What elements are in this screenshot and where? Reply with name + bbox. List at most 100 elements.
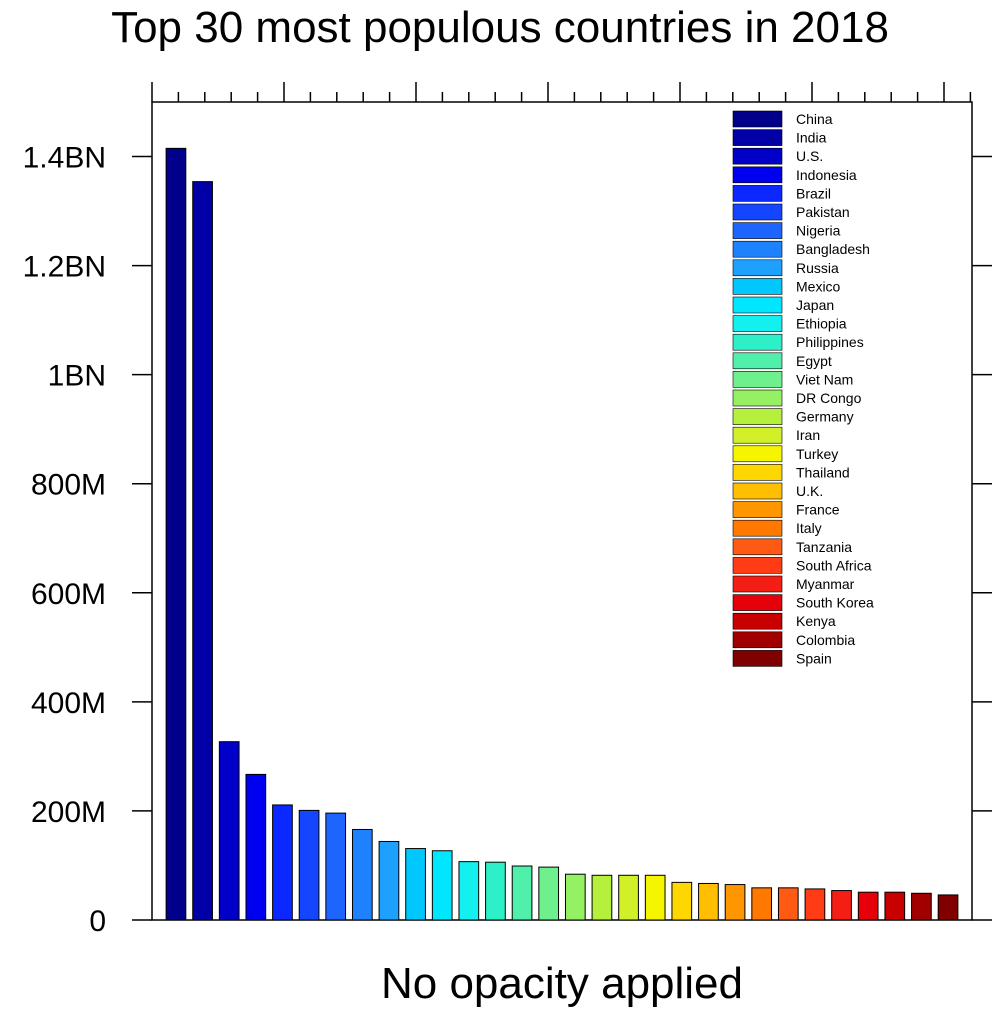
legend-swatch — [732, 519, 783, 537]
legend-label: South Korea — [796, 595, 874, 611]
legend-swatch — [732, 240, 783, 258]
legend-swatch — [732, 575, 783, 593]
legend-label: Myanmar — [796, 576, 855, 592]
legend-swatch — [732, 203, 783, 221]
legend-label: South Africa — [796, 557, 872, 573]
legend-swatch — [732, 315, 783, 332]
bar-south-korea — [857, 891, 879, 921]
bar-russia — [378, 840, 400, 921]
bar-philippines — [485, 861, 506, 921]
legend-label: Japan — [796, 297, 834, 313]
legend-label: Thailand — [796, 464, 850, 480]
bar-egypt — [511, 865, 533, 921]
bar-iran — [618, 874, 639, 921]
legend: China India U.S. Indonesia Brazil Pakistan Nig… — [732, 110, 874, 667]
legend-swatch — [732, 333, 783, 351]
legend-swatch — [732, 352, 783, 370]
legend-label: Nigeria — [796, 223, 841, 239]
legend-label: Ethiopia — [796, 316, 847, 332]
legend-label: Mexico — [796, 278, 841, 294]
legend-label: Colombia — [796, 632, 855, 648]
bar-turkey — [644, 874, 666, 921]
legend-swatch — [732, 631, 783, 649]
legend-swatch — [732, 650, 783, 667]
bar-india — [192, 181, 213, 921]
bar-kenya — [884, 891, 906, 921]
bar-bangladesh — [351, 828, 373, 921]
bar-ethiopia — [458, 861, 480, 921]
bar-france — [724, 884, 746, 921]
bar-u-k- — [698, 882, 719, 921]
legend-label: Kenya — [796, 613, 836, 629]
bar-pakistan — [298, 809, 320, 921]
legend-label: U.S. — [796, 148, 823, 164]
y-tick-label: 1BN — [48, 360, 106, 393]
bar-viet-nam — [538, 866, 560, 921]
legend-swatch — [732, 185, 783, 202]
legend-swatch — [732, 222, 783, 239]
legend-swatch — [732, 594, 783, 611]
legend-swatch — [732, 389, 783, 407]
legend-swatch — [732, 408, 783, 425]
legend-label: Indonesia — [796, 167, 857, 183]
y-tick-label: 400M — [31, 687, 106, 720]
legend-swatch — [732, 482, 783, 500]
bar-indonesia — [245, 773, 267, 921]
bar-japan — [431, 850, 453, 921]
legend-swatch — [732, 612, 783, 630]
legend-label: Pakistan — [796, 204, 850, 220]
chart-title: Top 30 most populous countries in 2018 — [111, 3, 889, 52]
bar-mexico — [405, 848, 426, 921]
bar-china — [165, 147, 187, 921]
legend-label: Germany — [796, 409, 854, 425]
bar-dr-congo — [564, 873, 586, 921]
legend-swatch — [732, 278, 783, 295]
bar-nigeria — [325, 812, 347, 921]
legend-label: Brazil — [796, 185, 831, 201]
legend-swatch — [732, 464, 783, 481]
legend-swatch — [732, 538, 783, 556]
legend-label: Viet Nam — [796, 371, 853, 387]
legend-swatch — [732, 166, 783, 184]
legend-label: Philippines — [796, 334, 864, 350]
legend-label: DR Congo — [796, 390, 862, 406]
bar-brazil — [272, 804, 293, 921]
bar-u-s- — [218, 741, 240, 921]
legend-label: Iran — [796, 427, 820, 443]
plot-frame — [151, 101, 973, 921]
legend-swatch — [732, 371, 783, 388]
bar-tanzania — [777, 887, 799, 921]
legend-label: France — [796, 502, 840, 518]
legend-label: Turkey — [796, 446, 838, 462]
bars — [165, 147, 959, 921]
legend-label: Spain — [796, 650, 832, 666]
legend-label: India — [796, 130, 827, 146]
legend-label: Italy — [796, 520, 822, 536]
bar-italy — [751, 887, 773, 921]
legend-swatch — [732, 296, 783, 314]
bar-myanmar — [831, 890, 852, 921]
y-tick-label: 1.2BN — [23, 251, 106, 284]
legend-swatch — [732, 129, 783, 146]
y-tick-label: 0 — [89, 905, 106, 938]
bar-spain — [937, 894, 959, 921]
legend-swatch — [732, 147, 783, 165]
legend-label: Bangladesh — [796, 241, 870, 257]
y-tick-label: 1.4BN — [23, 142, 106, 175]
legend-label: Egypt — [796, 353, 832, 369]
top-axis-ticks — [151, 82, 972, 102]
legend-label: China — [796, 111, 833, 127]
x-axis-label: No opacity applied — [381, 959, 743, 1008]
bar-south-africa — [804, 888, 826, 921]
y-tick-label: 600M — [31, 578, 106, 611]
legend-swatch — [732, 445, 783, 463]
legend-label: U.K. — [796, 483, 823, 499]
legend-label: Tanzania — [796, 539, 852, 555]
bar-colombia — [911, 892, 932, 921]
legend-swatch — [732, 501, 783, 518]
legend-swatch — [732, 557, 783, 574]
bar-germany — [591, 874, 613, 921]
bar-thailand — [671, 881, 693, 921]
y-tick-label: 800M — [31, 469, 106, 502]
legend-swatch — [732, 110, 783, 128]
